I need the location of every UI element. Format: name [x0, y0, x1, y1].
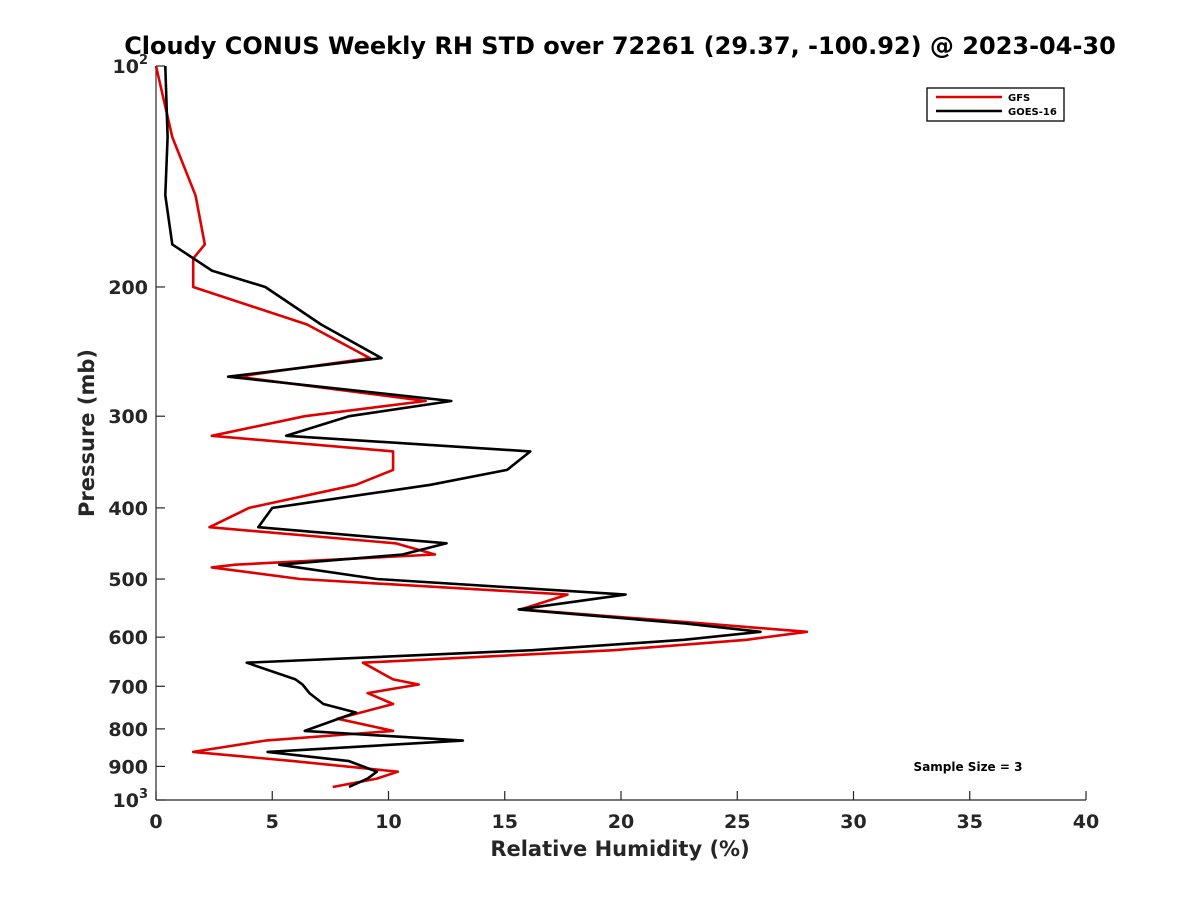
y-tick-base: 10: [113, 56, 139, 78]
x-axis-label: Relative Humidity (%): [490, 837, 749, 861]
y-tick-label: 300: [108, 406, 148, 428]
x-tick-label: 30: [840, 811, 866, 833]
legend-box: [926, 87, 1065, 122]
y-tick-exponent: 3: [139, 787, 148, 802]
x-tick-label: 35: [957, 811, 983, 833]
y-axis-label: Pressure (mb): [75, 349, 99, 517]
chart-title: Cloudy CONUS Weekly RH STD over 72261 (2…: [124, 32, 1116, 60]
y-tick-label: 103: [113, 787, 149, 812]
legend-label: GOES-16: [1008, 107, 1057, 118]
series-line-gfs: [154, 65, 809, 789]
plot-area: 0 5 10 15 20 25 30 35 40102200300400500600700800…: [108, 53, 1099, 833]
x-tick-label: 10: [375, 811, 401, 833]
y-tick-label: 800: [108, 719, 148, 741]
y-tick-label: 200: [108, 277, 148, 299]
x-tick-label: 25: [724, 811, 750, 833]
legend-label: GFS: [1008, 93, 1030, 104]
x-tick-label: 15: [492, 811, 518, 833]
y-tick-label: 700: [108, 676, 148, 698]
y-tick-label: 400: [108, 498, 148, 520]
y-tick-label: 500: [108, 569, 148, 591]
x-tick-label: 0: [149, 811, 162, 833]
x-tick-label: 20: [608, 811, 634, 833]
y-tick-label: 600: [108, 627, 148, 649]
x-tick-label: 40: [1073, 811, 1099, 833]
y-tick-exponent: 2: [139, 53, 148, 68]
sample-size-annotation: Sample Size = 3: [914, 760, 1023, 774]
x-tick-label: 5: [266, 811, 279, 833]
y-tick-label: 900: [108, 756, 148, 778]
y-tick-base: 10: [113, 790, 139, 812]
y-tick-label: 102: [113, 53, 149, 78]
series-line-goes-16: [164, 65, 762, 789]
